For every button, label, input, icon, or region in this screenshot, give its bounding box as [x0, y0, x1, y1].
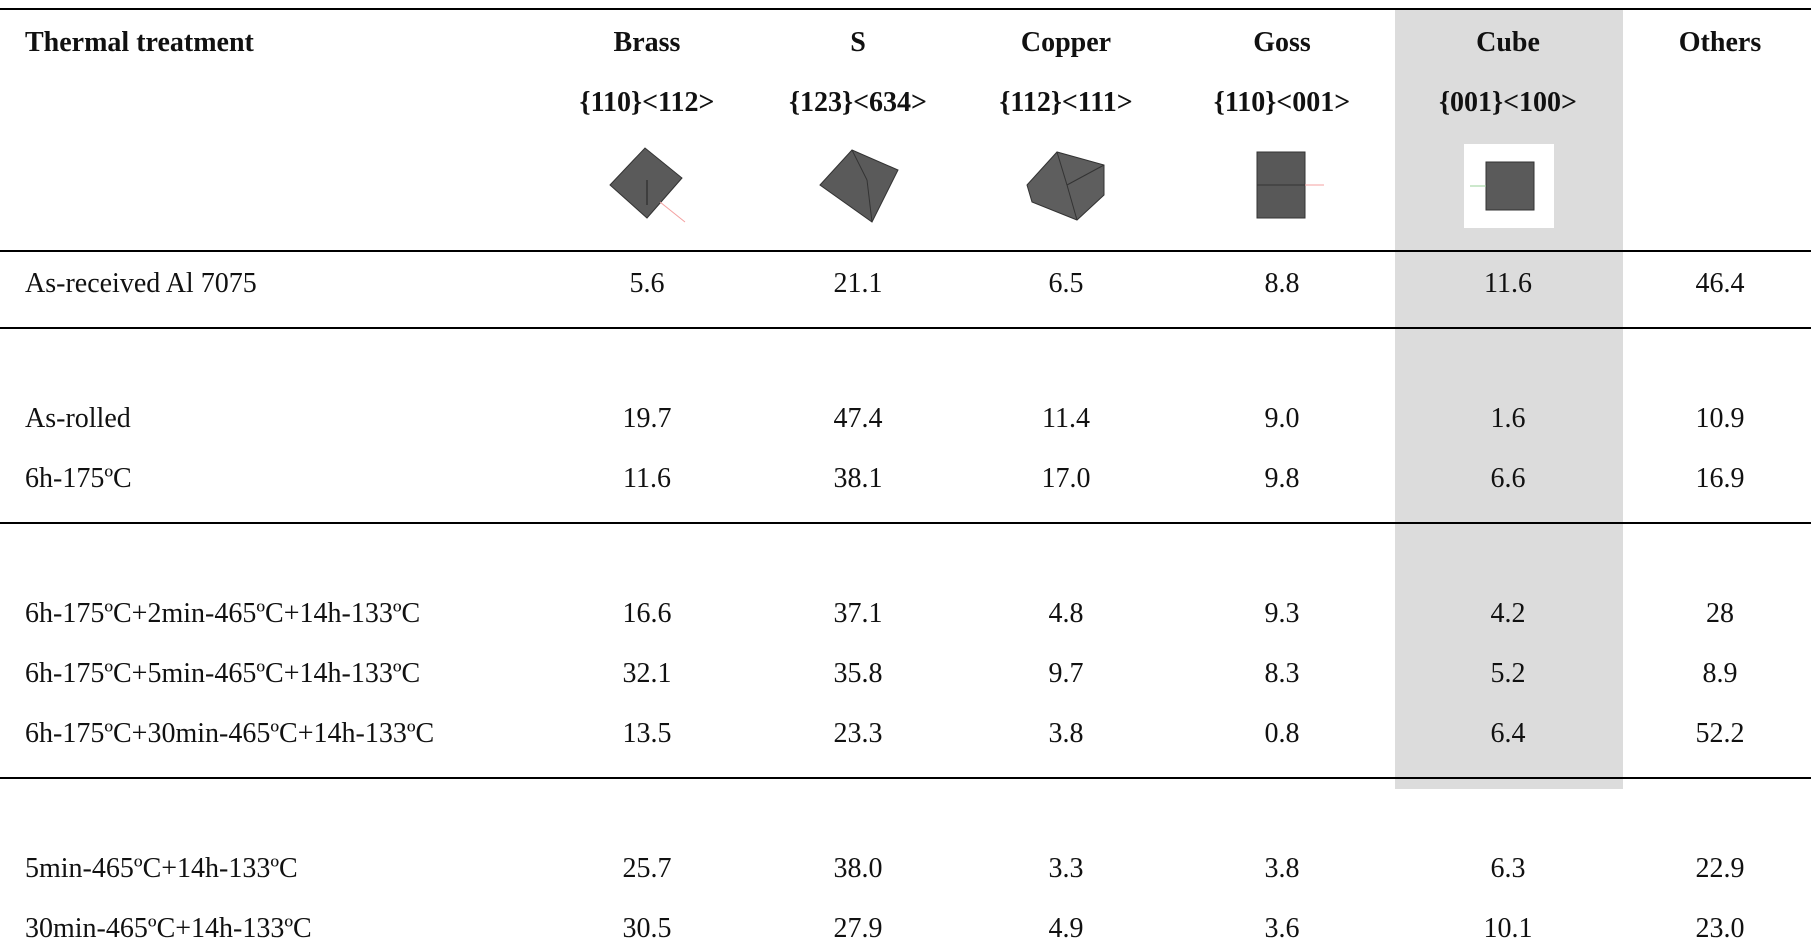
cell: 13.5: [622, 718, 672, 749]
page: Thermal treatment Brass {110}<112> S {123}<…: [0, 8, 1811, 943]
cell: 8.9: [1702, 658, 1738, 689]
cell: 6.6: [1490, 463, 1526, 494]
column-name: Cube: [1476, 27, 1540, 58]
row-label: 5min-465ºC+14h-133ºC: [25, 853, 298, 884]
cell: 19.7: [622, 403, 672, 434]
column-index: {001}<100>: [1439, 87, 1577, 118]
row-label: 30min-465ºC+14h-133ºC: [25, 913, 312, 944]
cell: 6.4: [1490, 718, 1526, 749]
column-index: {112}<111>: [999, 87, 1133, 118]
cell: 3.8: [1048, 718, 1084, 749]
cell: 47.4: [833, 403, 883, 434]
cell: 11.4: [1042, 403, 1090, 434]
row-label: 6h-175ºC+30min-465ºC+14h-133ºC: [25, 718, 435, 749]
cell: 6.3: [1490, 853, 1526, 884]
column-index: {110}<112>: [579, 87, 715, 118]
cell: 8.3: [1264, 658, 1300, 689]
cell: 11.6: [623, 463, 671, 494]
cell: 30.5: [622, 913, 672, 944]
header-cell: Thermal treatment: [25, 27, 254, 58]
column-name: Goss: [1253, 27, 1311, 58]
cell: 1.6: [1490, 403, 1526, 434]
cell: 23.0: [1695, 913, 1745, 944]
cell: 9.0: [1264, 403, 1300, 434]
column-name: Copper: [1020, 27, 1112, 58]
cell: 22.9: [1695, 853, 1745, 884]
cell: 27.9: [833, 913, 883, 944]
cell: 17.0: [1041, 463, 1091, 494]
cell: 9.7: [1048, 658, 1084, 689]
cell: 38.0: [833, 853, 883, 884]
cell: 3.8: [1264, 853, 1300, 884]
cube-icon: [1256, 151, 1324, 219]
column-name: S: [850, 27, 866, 58]
cell: 4.8: [1048, 598, 1084, 629]
group-rule: [0, 777, 1811, 779]
cell: 9.8: [1264, 463, 1300, 494]
cube-icon: [1464, 144, 1554, 228]
cell: 11.6: [1484, 268, 1532, 299]
cell: 9.3: [1264, 598, 1300, 629]
cell: 32.1: [622, 658, 672, 689]
cell: 10.1: [1483, 913, 1533, 944]
cube-icon: [819, 149, 899, 223]
cell: 4.2: [1490, 598, 1526, 629]
cube-icon: [1026, 151, 1105, 221]
cell: 25.7: [622, 853, 672, 884]
cell: 16.6: [622, 598, 672, 629]
group-rule: [0, 327, 1811, 329]
cell: 28: [1706, 598, 1734, 629]
cell: 3.3: [1048, 853, 1084, 884]
cell: 5.2: [1490, 658, 1526, 689]
row-label: As-rolled: [25, 403, 131, 434]
cell: 38.1: [833, 463, 883, 494]
cell: 4.9: [1048, 913, 1084, 944]
cell: 35.8: [833, 658, 883, 689]
cell: 46.4: [1695, 268, 1745, 299]
column-index: {110}<001>: [1213, 87, 1351, 118]
cell: 3.6: [1264, 913, 1300, 944]
cell: 37.1: [833, 598, 883, 629]
cell: 52.2: [1695, 718, 1745, 749]
header-rule: [0, 250, 1811, 252]
column-name: Brass: [613, 27, 681, 58]
row-label: 6h-175ºC+2min-465ºC+14h-133ºC: [25, 598, 421, 629]
cell: 6.5: [1048, 268, 1084, 299]
top-rule: [0, 8, 1811, 10]
cell: 10.9: [1695, 403, 1745, 434]
cell: 5.6: [629, 268, 665, 299]
column-index: {123}<634>: [789, 87, 927, 118]
cell: 23.3: [833, 718, 883, 749]
cell: 8.8: [1264, 268, 1300, 299]
cell: 0.8: [1264, 718, 1300, 749]
row-label: 6h-175ºC+5min-465ºC+14h-133ºC: [25, 658, 421, 689]
group-rule: [0, 522, 1811, 524]
cell: 21.1: [833, 268, 883, 299]
cube-icon: [609, 147, 686, 223]
highlight-column: [1395, 10, 1623, 789]
row-label: 6h-175ºC: [25, 463, 132, 494]
cell: 16.9: [1695, 463, 1745, 494]
column-name: Others: [1678, 27, 1762, 58]
row-label: As-received Al 7075: [25, 268, 257, 299]
